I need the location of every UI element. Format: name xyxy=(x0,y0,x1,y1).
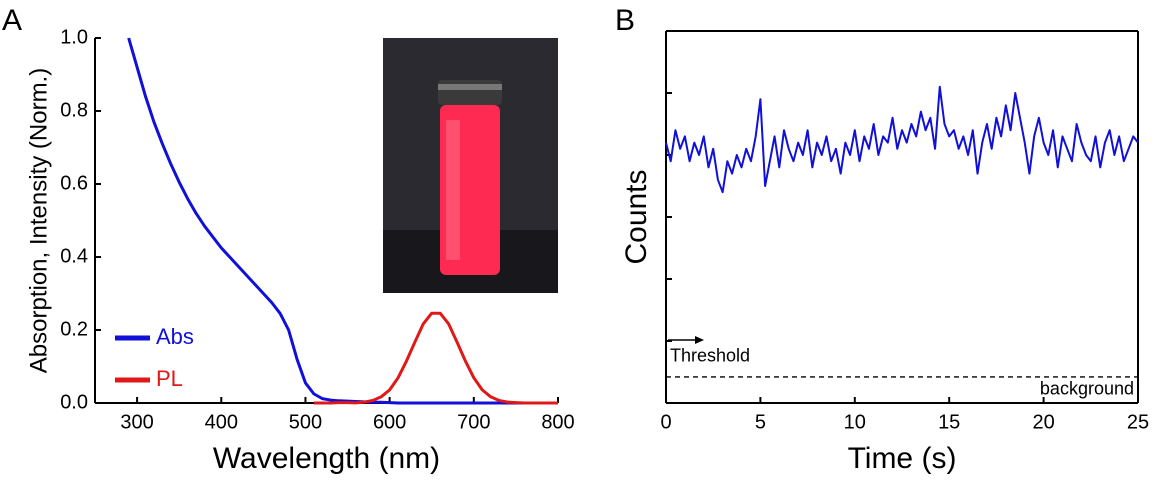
y-axis-title: Counts xyxy=(620,169,653,264)
x-tick-label: 25 xyxy=(1127,411,1149,433)
panel-label: A xyxy=(2,4,22,37)
y-tick-label: 1.0 xyxy=(60,26,88,48)
annotation: Threshold xyxy=(670,346,750,366)
x-tick-label: 500 xyxy=(289,411,322,433)
x-tick-label: 400 xyxy=(205,411,238,433)
inset-photo xyxy=(383,38,558,293)
x-tick-label: 0 xyxy=(660,411,671,433)
y-axis-title: Absorption, Intensity (Norm.) xyxy=(25,68,52,373)
x-axis-title: Time (s) xyxy=(848,442,957,475)
legend-label: PL xyxy=(156,366,183,391)
x-tick-label: 700 xyxy=(457,411,490,433)
y-tick-label: 0.0 xyxy=(60,391,88,413)
threshold-arrowhead xyxy=(695,335,704,344)
x-tick-label: 15 xyxy=(938,411,960,433)
x-tick-label: 5 xyxy=(755,411,766,433)
x-tick-label: 600 xyxy=(373,411,406,433)
legend-label: Abs xyxy=(156,324,194,349)
x-tick-label: 10 xyxy=(844,411,866,433)
y-tick-label: 0.8 xyxy=(60,99,88,121)
x-tick-label: 800 xyxy=(541,411,574,433)
x-tick-label: 300 xyxy=(120,411,153,433)
y-tick-label: 0.2 xyxy=(60,318,88,340)
series-line xyxy=(313,311,558,405)
series-line xyxy=(127,37,558,405)
annotation: background xyxy=(1040,379,1134,399)
x-tick-label: 20 xyxy=(1032,411,1054,433)
y-tick-label: 0.6 xyxy=(60,172,88,194)
series-line xyxy=(665,85,1139,194)
y-tick-label: 0.4 xyxy=(60,245,88,267)
x-axis-title: Wavelength (nm) xyxy=(213,442,440,475)
panel-label: B xyxy=(615,4,635,37)
